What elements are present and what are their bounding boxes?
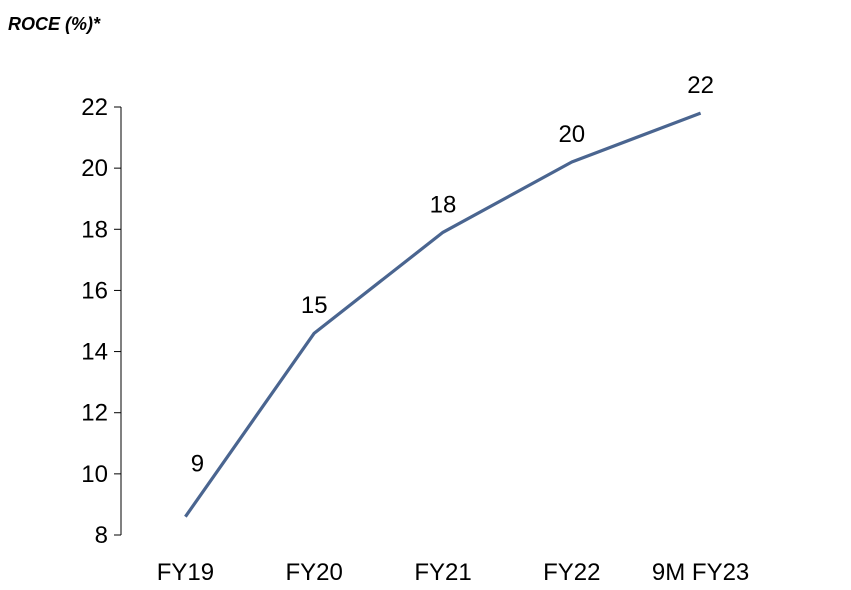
x-tick-label: FY20 [286, 559, 343, 586]
y-tick-label: 8 [95, 522, 108, 549]
x-tick-label: FY22 [543, 559, 600, 586]
y-tick-label: 12 [81, 400, 108, 427]
data-label: 18 [430, 191, 457, 218]
y-tick-label: 16 [81, 277, 108, 304]
x-tick-label: 9M FY23 [652, 559, 749, 586]
y-tick-label: 14 [81, 339, 108, 366]
y-tick-label: 18 [81, 216, 108, 243]
data-label: 20 [558, 121, 585, 148]
y-tick-label: 20 [81, 155, 108, 182]
series-group [184, 111, 702, 518]
chart-title: ROCE (%)* [8, 14, 101, 34]
series-line [184, 111, 702, 518]
data-label: 15 [301, 292, 328, 319]
x-tick-labels: FY19 FY20 FY21 FY22 9M FY23 [157, 559, 750, 586]
y-tick-label: 10 [81, 461, 108, 488]
y-tick-labels: 8 10 12 14 16 18 20 22 [81, 94, 108, 549]
x-tick-label: FY19 [157, 559, 214, 586]
axes [114, 106, 122, 536]
data-label: 9 [191, 451, 204, 478]
data-labels: 9 15 18 20 22 [191, 72, 714, 478]
y-tick-label: 22 [81, 94, 108, 121]
x-tick-label: FY21 [414, 559, 471, 586]
data-label: 22 [687, 72, 714, 99]
